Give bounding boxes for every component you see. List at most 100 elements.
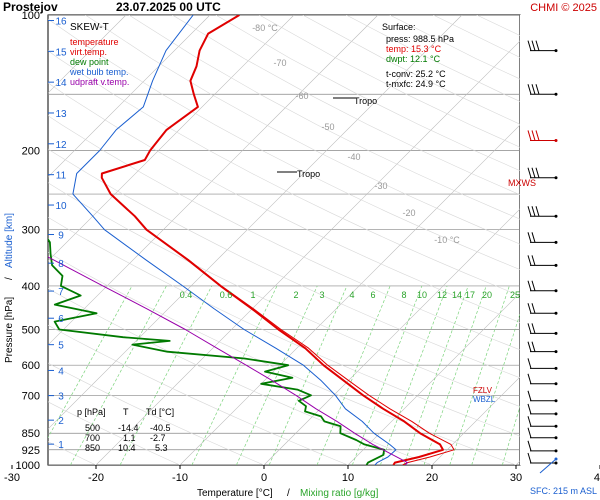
isotherm-label: -60 (295, 91, 308, 101)
dry-adiabat (48, 324, 349, 465)
table-cell: 1.1 (123, 433, 136, 443)
wind-barb-flag (527, 390, 532, 401)
mixing-ratio-label: 10 (417, 290, 427, 300)
legend-virt-temp: virt.temp. (70, 47, 107, 57)
wind-barb-dot (554, 214, 558, 218)
surface-title: Surface: (382, 22, 416, 32)
wind-barb-flag (527, 416, 532, 427)
altitude-tick-label: 10 (55, 201, 67, 212)
altitude-tick-label: 13 (55, 109, 67, 120)
mixing-ratio-line (316, 285, 391, 465)
x-tick-label: 10 (342, 472, 354, 484)
table-cell: -40.5 (150, 423, 171, 433)
wind-barb (527, 303, 558, 315)
x-axis-label: Temperature [°C] (197, 488, 273, 499)
isotherm-label: -20 (402, 208, 415, 218)
wind-barb-flag (531, 341, 536, 352)
isotherm-line (263, 208, 520, 465)
wind-barb-dot (554, 263, 558, 267)
wind-barb-flag (531, 167, 536, 178)
isotherm-label: -70 (273, 58, 286, 68)
isotherm-label: -80 °C (252, 23, 278, 33)
mixing-ratio-line (501, 405, 520, 465)
mixing-ratio-label: 1 (250, 290, 255, 300)
mixing-ratio-line (268, 285, 348, 465)
wind-barb-flag (527, 255, 532, 266)
altitude-tick-label: 1 (58, 440, 64, 451)
datetime: 23.07.2025 00 UTC (116, 0, 221, 14)
y-axis-separator: / (4, 277, 15, 280)
wind-barb-flag (527, 167, 532, 178)
wind-barb (527, 427, 558, 440)
wind-barb-flag (527, 323, 532, 334)
dry-adiabat (48, 252, 517, 465)
surface-marker (539, 458, 557, 474)
wind-panel (520, 15, 600, 465)
y-tick-label: 925 (22, 445, 40, 457)
wind-barb (527, 341, 558, 354)
wind-barb (527, 130, 558, 142)
dry-adiabat (48, 115, 520, 351)
wind-barb-flag (531, 323, 536, 334)
y-tick-label: 1000 (16, 460, 40, 472)
wind-barb (527, 323, 558, 335)
mixing-ratio-label: 4 (349, 290, 354, 300)
wind-barb (527, 373, 558, 386)
table-cell: 10.4 (118, 443, 136, 453)
wind-barb (527, 232, 558, 244)
wind-barb-dot (554, 449, 558, 453)
wind-barb-flag (527, 280, 532, 291)
isotherm-label: -50 (321, 122, 334, 132)
dry-adiabat (48, 401, 181, 465)
table-row: 700 1.1 -2.7 (85, 433, 166, 443)
surface-temp: temp: 15.3 °C (386, 44, 442, 54)
dry-adiabat (48, 148, 520, 379)
x-tick-label: 0 (261, 472, 267, 484)
y-axis-label: Pressure [hPa] (4, 297, 15, 363)
table-row: 500 -14.4 -40.5 (85, 423, 171, 433)
mixing-ratio-label: 3 (319, 290, 324, 300)
mixing-ratio-label: 0.4 (180, 290, 193, 300)
mixing-ratio-label: 14 (452, 290, 462, 300)
altitude-tick-label: 16 (55, 17, 67, 28)
x-tick-label: 20 (426, 472, 438, 484)
tropopause-label: Tropo (354, 96, 377, 106)
table-cell: 850 (85, 443, 100, 453)
isotherm-line (179, 124, 520, 465)
table-cell: 700 (85, 433, 100, 443)
legend-updraft-vtemp: udpraft v.temp. (70, 77, 129, 87)
wind-barb-flag (535, 84, 540, 95)
mixing-ratio-line (423, 285, 487, 465)
dry-adiabat (48, 182, 520, 407)
isotherm-line (48, 15, 463, 430)
mixing-ratio-label: 20 (482, 290, 492, 300)
altitude-tick-label: 3 (58, 392, 64, 403)
wind-barb-flag (531, 84, 536, 95)
y-tick-label: 300 (22, 225, 40, 237)
wind-barb (527, 440, 558, 453)
y-axis-title: Pressure [hPa] / Altitude [km] (4, 213, 15, 363)
copyright: CHMI © 2025 (530, 2, 597, 14)
wind-barb-dot (554, 240, 558, 244)
isotherm-label: -10 °C (434, 235, 460, 245)
wind-barb (527, 280, 558, 293)
table-cell: 5.3 (155, 443, 168, 453)
table-header-t: T (123, 407, 129, 417)
x-axis-title: Temperature [°C] / Mixing ratio [g/kg] (197, 488, 379, 499)
surface-marker-dot (554, 457, 558, 461)
mixing-ratio-line (380, 285, 448, 465)
dry-adiabat (48, 82, 520, 323)
altitude-tick-label: 14 (55, 78, 67, 89)
wind-barb-flag (527, 303, 532, 314)
wind-barb-flag (535, 40, 540, 51)
dry-adiabat (172, 15, 520, 196)
wind-barb-dot (554, 49, 558, 53)
legend-temperature: temperature (70, 37, 119, 47)
mixing-ratio-line (449, 285, 510, 465)
wind-barb-flag (531, 40, 536, 51)
wind-barb (527, 416, 558, 428)
wind-barb (527, 358, 558, 370)
x-tick-label: 30 (510, 472, 522, 484)
surface-dwpt: dwpt: 12.1 °C (386, 54, 441, 64)
wind-barb (527, 403, 558, 416)
